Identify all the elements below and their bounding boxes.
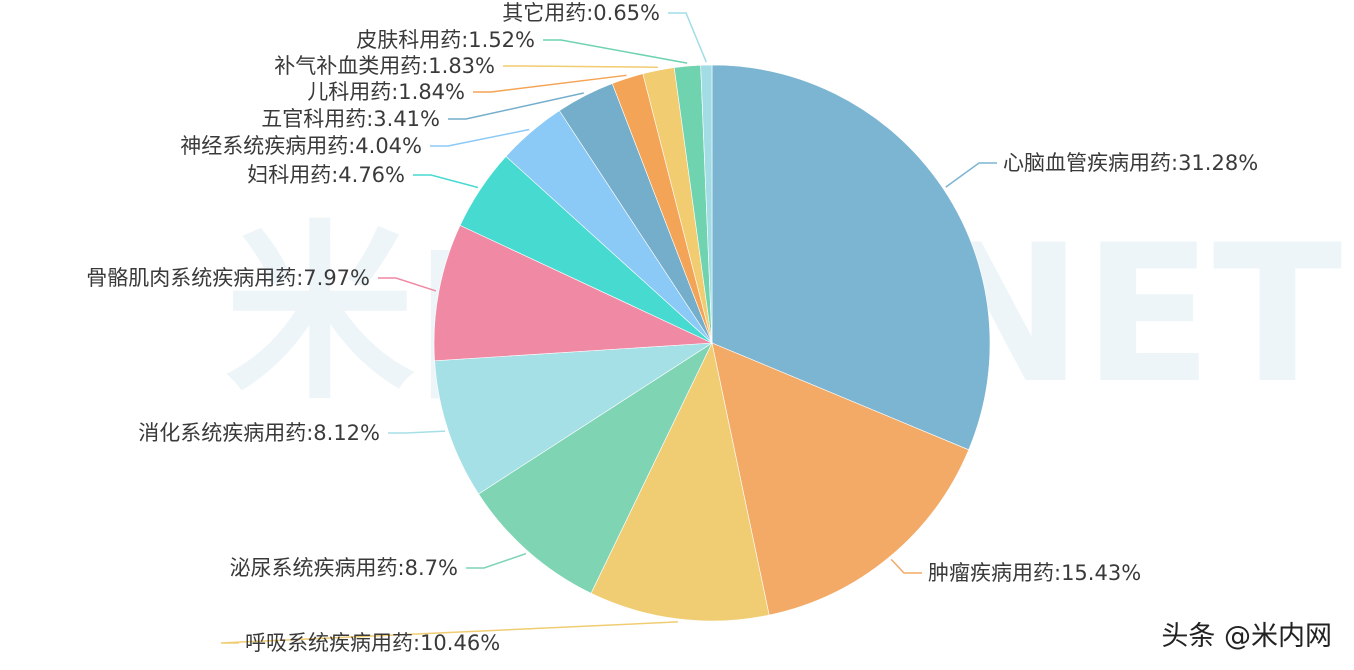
credit-text: 头条 @米内网	[1161, 621, 1332, 652]
label-leader-line	[473, 74, 627, 93]
slice-label: 消化系统疾病用药:8.12%	[138, 421, 380, 445]
slice-label: 妇科用药:4.76%	[247, 163, 405, 187]
pie-slice	[433, 224, 713, 362]
label-leader-line	[668, 12, 707, 63]
slice-label: 补气补血类用药:1.83%	[274, 54, 495, 78]
slice-label: 呼吸系统疾病用药:10.46%	[245, 631, 500, 655]
pie-slice	[711, 64, 991, 451]
slice-label: 皮肤科用药:1.52%	[356, 28, 535, 52]
slice-label: 神经系统疾病用药:4.04%	[180, 134, 422, 158]
label-leader-line	[220, 621, 678, 644]
label-leader-line	[430, 128, 530, 147]
label-leader-line	[890, 558, 922, 574]
label-leader-line	[413, 174, 479, 189]
slice-label: 儿科用药:1.84%	[307, 80, 465, 104]
slice-label: 肿瘤疾病用药:15.43%	[928, 561, 1141, 585]
slice-label: 其它用药:0.65%	[502, 1, 660, 25]
slice-label: 五官科用药:3.41%	[261, 107, 440, 131]
slice-label: 心脑血管疾病用药:31.28%	[1003, 151, 1258, 175]
label-leader-line	[388, 430, 446, 434]
pie-slice	[711, 342, 970, 616]
pie-slice	[590, 342, 770, 622]
slice-label: 泌尿系统疾病用药:8.7%	[230, 556, 458, 580]
label-leader-line	[945, 162, 997, 188]
slice-label: 骨骼肌肉系统疾病用药:7.97%	[86, 266, 370, 290]
label-leader-line	[543, 39, 688, 64]
label-leader-line	[466, 552, 527, 569]
pie-slice	[700, 64, 713, 344]
label-leader-line	[448, 92, 584, 120]
pie-slice	[434, 342, 714, 495]
label-leader-line	[503, 65, 658, 69]
label-leader-line	[378, 277, 437, 292]
pie-slice	[478, 342, 713, 594]
